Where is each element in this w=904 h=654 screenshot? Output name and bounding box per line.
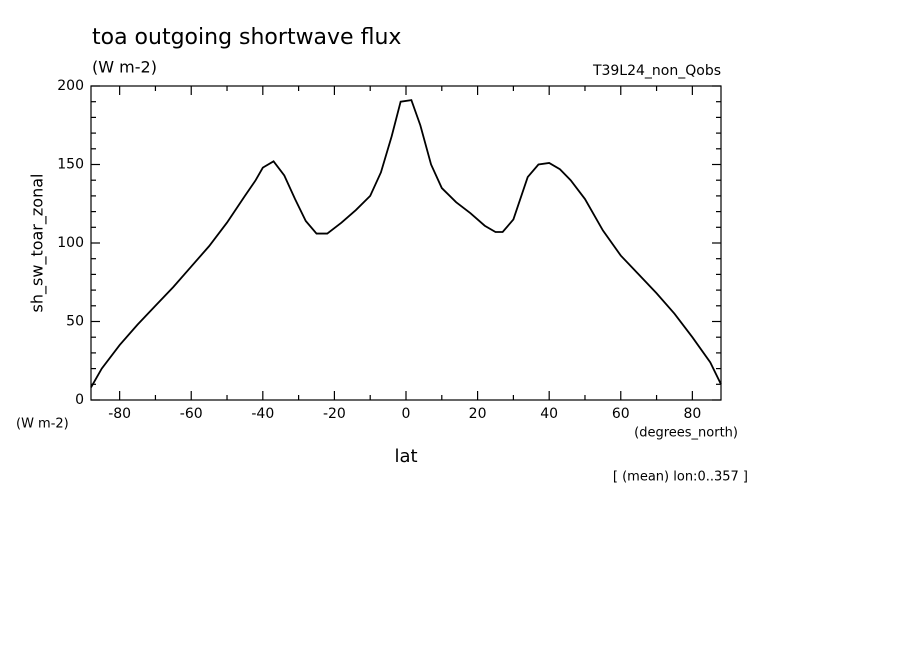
run-label: T39L24_non_Qobs [592,63,721,79]
y-tick-label: 0 [75,392,84,408]
x-tick-label: 0 [402,406,411,422]
data-line [90,99,722,388]
y-tick-label: 50 [66,314,84,330]
x-tick-label: -20 [323,406,346,422]
x-tick-label: 40 [540,406,558,422]
y-units: (W m-2) [16,417,69,432]
x-tick-label: -40 [251,406,274,422]
x-tick-label: 60 [612,406,630,422]
y-axis-label: sh_sw_toar_zonal [28,174,48,313]
plot-frame [90,85,722,401]
x-tick-label: -60 [180,406,203,422]
y-tick-label: 150 [57,157,84,173]
x-tick-label: -80 [108,406,131,422]
note: [ (mean) lon:0..357 ] [613,470,748,485]
x-units: (degrees_north) [634,426,738,441]
chart-subtitle: (W m-2) [92,58,157,77]
x-tick-label: 20 [469,406,487,422]
x-axis-label: lat [394,446,417,467]
y-tick-label: 200 [57,78,84,94]
chart-title: toa outgoing shortwave flux [92,25,401,50]
y-tick-label: 100 [57,235,84,251]
x-tick-label: 80 [683,406,701,422]
